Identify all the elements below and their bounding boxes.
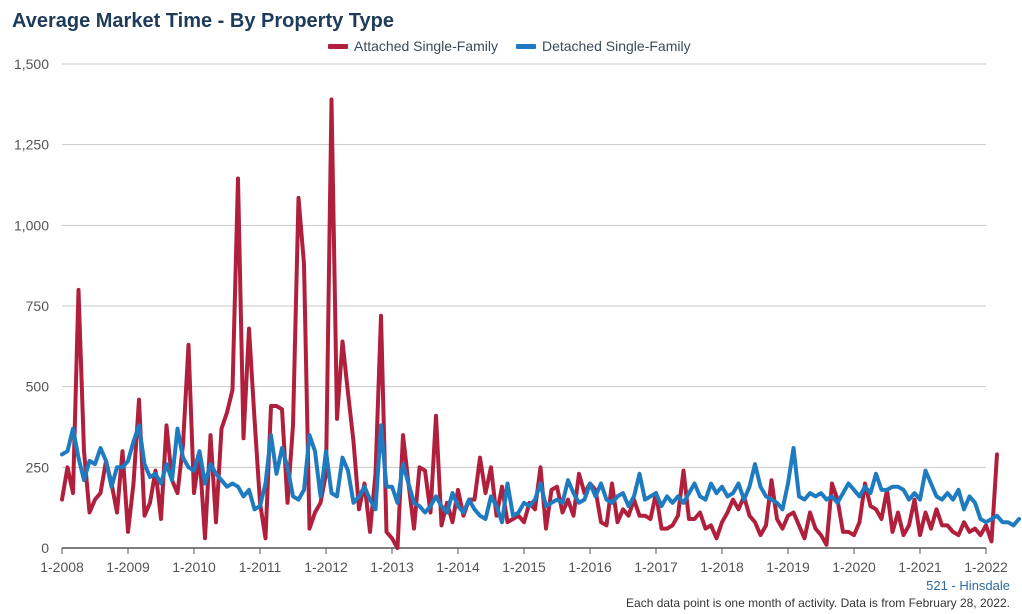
series-line-attached xyxy=(60,97,999,550)
x-tick-label: 1-2009 xyxy=(106,559,150,575)
legend-item-detached[interactable]: Detached Single-Family xyxy=(515,38,691,54)
legend-swatch-attached xyxy=(328,43,348,49)
legend-swatch-detached xyxy=(515,43,536,49)
x-tick-label: 1-2020 xyxy=(832,559,876,575)
location-label: 521 - Hinsdale xyxy=(926,578,1010,593)
x-tick-label: 1-2015 xyxy=(502,559,546,575)
y-tick-label: 250 xyxy=(26,459,50,475)
y-tick-label: 500 xyxy=(26,379,50,395)
chart-legend: Attached Single-Family Detached Single-F… xyxy=(328,38,691,54)
data-note: Each data point is one month of activity… xyxy=(626,596,1010,610)
series-line-detached xyxy=(60,423,1021,528)
x-tick-label: 1-2019 xyxy=(766,559,810,575)
y-tick-label: 750 xyxy=(26,298,50,314)
legend-label-attached: Attached Single-Family xyxy=(354,38,498,54)
x-tick-label: 1-2016 xyxy=(568,559,612,575)
y-tick-label: 1,000 xyxy=(14,217,49,233)
x-tick-label: 1-2021 xyxy=(898,559,942,575)
x-tick-label: 1-2008 xyxy=(40,559,84,575)
x-tick-label: 1-2022 xyxy=(964,559,1008,575)
x-tick-label: 1-2017 xyxy=(634,559,678,575)
y-tick-label: 0 xyxy=(41,540,49,556)
x-tick-label: 1-2011 xyxy=(239,559,282,575)
x-tick-label: 1-2014 xyxy=(436,559,480,575)
x-tick-label: 1-2013 xyxy=(370,559,414,575)
x-tick-label: 1-2018 xyxy=(700,559,744,575)
x-tick-label: 1-2010 xyxy=(172,559,216,575)
chart-title: Average Market Time - By Property Type xyxy=(12,10,394,32)
y-tick-label: 1,250 xyxy=(14,137,49,153)
legend-item-attached[interactable]: Attached Single-Family xyxy=(328,38,498,54)
legend-label-detached: Detached Single-Family xyxy=(541,38,691,54)
y-tick-label: 1,500 xyxy=(14,56,49,72)
x-tick-label: 1-2012 xyxy=(304,559,348,575)
